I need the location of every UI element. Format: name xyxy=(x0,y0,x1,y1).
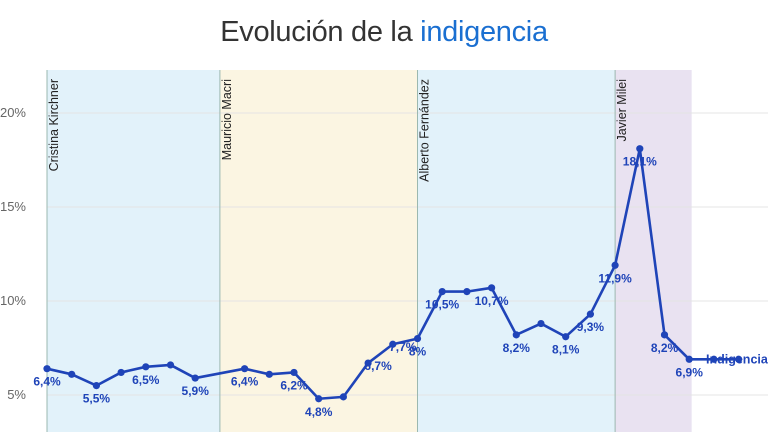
data-label: 7,7% xyxy=(389,340,417,354)
data-point xyxy=(364,359,372,367)
data-point xyxy=(438,288,446,296)
data-label: 8,2% xyxy=(503,341,531,355)
period-label: Cristina Kirchner xyxy=(47,79,61,171)
data-label: 11,9% xyxy=(598,271,632,285)
data-label: 6,4% xyxy=(33,375,61,389)
period-label: Mauricio Macri xyxy=(220,79,234,160)
data-point xyxy=(586,310,595,318)
data-point xyxy=(488,284,496,292)
data-point xyxy=(166,361,175,369)
period-label: Alberto Fernández xyxy=(418,79,432,182)
data-point xyxy=(537,319,545,328)
data-labels: 6,4% 5,5% 6,5% 5,9% 6,4% 6,2% 4,8% 6,7% 7,7%8% 10… xyxy=(33,155,768,419)
data-point xyxy=(191,374,199,382)
data-point xyxy=(290,368,298,377)
data-point xyxy=(611,261,619,269)
period-labels: Cristina Kirchner Mauricio Macri Alberto F… xyxy=(47,79,629,182)
data-point xyxy=(735,355,743,363)
data-point xyxy=(43,365,51,373)
data-point xyxy=(241,365,249,373)
period-band xyxy=(47,70,220,432)
data-point xyxy=(339,393,347,401)
chart-title: Evolución de la indigencia xyxy=(0,16,768,49)
data-point xyxy=(117,368,125,377)
data-point xyxy=(68,370,76,378)
data-point xyxy=(265,370,273,378)
data-point xyxy=(685,355,693,363)
title-prefix: Evolución de la xyxy=(220,16,421,48)
period-band xyxy=(417,70,616,432)
data-label: 6,4% xyxy=(231,375,259,389)
period-label: Javier Milei xyxy=(615,79,629,142)
data-point xyxy=(660,331,669,339)
y-axis-ticks: 5% 10% 15% 20% xyxy=(0,105,26,402)
data-point xyxy=(710,355,718,363)
data-label: 10,5% xyxy=(425,298,459,312)
y-tick-label: 20% xyxy=(0,105,26,120)
data-point xyxy=(463,288,471,296)
y-tick-label: 15% xyxy=(0,199,26,214)
series-line xyxy=(46,147,739,401)
data-point xyxy=(389,340,397,348)
series-indigencia xyxy=(43,145,743,403)
data-point xyxy=(413,335,422,343)
data-label: 6,9% xyxy=(676,365,704,379)
data-label: 6,2% xyxy=(280,378,308,392)
data-label: 6,7% xyxy=(364,359,392,373)
data-label: 4,8% xyxy=(305,405,333,419)
data-label: 5,5% xyxy=(83,392,111,406)
data-label: 8,1% xyxy=(552,343,580,357)
data-label: 8% xyxy=(409,345,427,359)
data-point xyxy=(315,395,323,403)
data-point xyxy=(562,333,570,341)
y-tick-label: 10% xyxy=(0,293,26,308)
data-label: 6,5% xyxy=(132,373,160,387)
data-label: 18,1% xyxy=(623,155,657,169)
title-highlight: indigencia xyxy=(420,16,548,48)
series-name-label: Indigencia xyxy=(706,352,768,366)
data-label: 8,2% xyxy=(651,341,679,355)
data-point xyxy=(142,363,150,371)
data-point xyxy=(92,382,100,390)
data-label: 10,7% xyxy=(475,294,509,308)
data-point xyxy=(512,331,520,339)
y-tick-label: 5% xyxy=(7,387,26,402)
data-label: 5,9% xyxy=(182,384,210,398)
data-point xyxy=(636,145,644,153)
data-label: 9,3% xyxy=(577,320,605,334)
